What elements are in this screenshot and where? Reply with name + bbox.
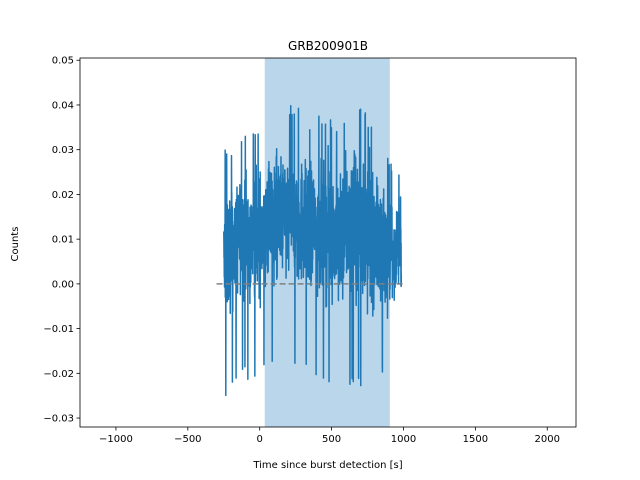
x-tick-label: −500 (174, 434, 201, 445)
y-tick-label: −0.03 (43, 414, 74, 425)
x-tick-label: 1500 (463, 434, 488, 445)
y-axis-label: Counts (10, 227, 21, 262)
x-tick-label: 500 (322, 434, 341, 445)
y-tick-label: 0.05 (52, 56, 74, 67)
x-tick-label: 2000 (535, 434, 560, 445)
y-tick-label: 0.02 (52, 190, 74, 201)
light-curve-series (223, 105, 403, 397)
axes-frame (79, 57, 577, 428)
plot-area: −1000 −500 0 500 1000 1500 2000 −0.03 −0.02 −0.01… (43, 56, 577, 445)
x-axis-label: Time since burst detection [s] (252, 460, 402, 471)
chart-title: GRB200901B (288, 39, 368, 53)
x-tick-label: −1000 (99, 434, 133, 445)
y-tick-label: 0.01 (52, 235, 74, 246)
x-tick-label: 1000 (391, 434, 416, 445)
y-tick-label: 0.03 (52, 145, 74, 156)
y-tick-label: −0.01 (43, 324, 74, 335)
y-tick-label: −0.02 (43, 369, 74, 380)
x-tick-label: 0 (257, 434, 263, 445)
y-tick-label: 0.00 (52, 279, 74, 290)
y-tick-label: 0.04 (52, 100, 74, 111)
